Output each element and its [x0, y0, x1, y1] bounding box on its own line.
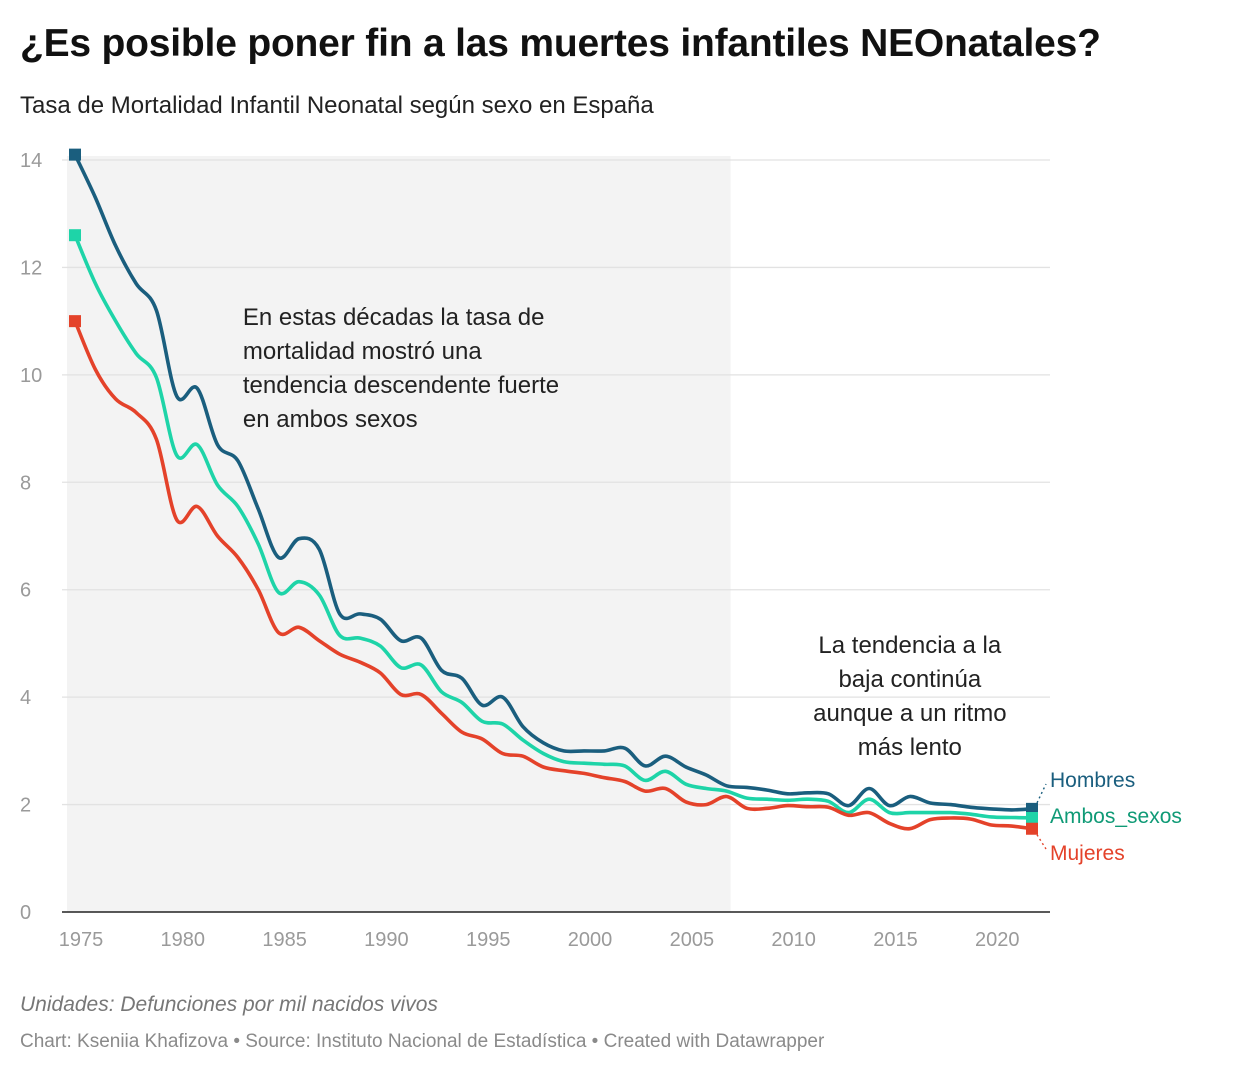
y-tick-label: 0 — [20, 902, 31, 924]
chart-subtitle: Tasa de Mortalidad Infantil Neonatal seg… — [20, 92, 654, 119]
series-label-hombres: Hombres — [1050, 769, 1135, 792]
series-lines-layer — [69, 148, 1038, 835]
end-marker-ambos-sexos — [1026, 812, 1038, 824]
units-note: Unidades: Defunciones por mil nacidos vi… — [20, 993, 438, 1016]
x-tick-label: 1985 — [262, 929, 307, 951]
annotation-line: aunque a un ritmo — [813, 700, 1006, 727]
x-tick-label: 2015 — [873, 929, 918, 951]
annotation-line: La tendencia a la — [818, 632, 1001, 659]
axis-layer: 0 2 4 6 8 10 12 14 1975 1980 1985 1990 1995 2000 2005 2… — [20, 150, 1050, 951]
x-tick-label: 1990 — [364, 929, 409, 951]
annotation-1: En estas décadas la tasa de mortalidad mo… — [243, 304, 559, 433]
x-tick-label: 1975 — [59, 929, 104, 951]
y-tick-label: 12 — [20, 257, 42, 279]
series-label-mujeres: Mujeres — [1050, 842, 1125, 865]
end-marker-mujeres — [1026, 822, 1038, 835]
annotation-line: en ambos sexos — [243, 406, 418, 433]
series-label-ambos-sexos: Ambos_sexos — [1050, 805, 1182, 828]
x-tick-label: 2005 — [670, 929, 715, 951]
series-line-hombres — [73, 152, 1034, 812]
shaded-period — [67, 156, 731, 912]
label-connector-mujeres — [1036, 834, 1047, 850]
annotation-line: mortalidad mostró una — [243, 338, 482, 365]
y-tick-label: 4 — [20, 687, 31, 709]
label-connector-hombres — [1036, 783, 1047, 804]
x-tick-label: 2000 — [568, 929, 613, 951]
y-tick-label: 6 — [20, 580, 31, 602]
grid-layer — [62, 159, 1050, 806]
line-chart: 0 2 4 6 8 10 12 14 1975 1980 1985 1990 1995 2000 2005 2… — [20, 148, 1182, 951]
y-tick-label: 10 — [20, 365, 42, 387]
series-labels-layer: Hombres Ambos_sexos Mujeres — [1036, 769, 1182, 865]
x-tick-label: 1995 — [466, 929, 511, 951]
x-tick-label: 2010 — [771, 929, 816, 951]
end-marker-hombres — [1026, 802, 1038, 815]
annotation-2: La tendencia a la baja continúa aunque a u… — [813, 632, 1006, 761]
x-tick-label: 2020 — [975, 929, 1020, 951]
annotation-line: tendencia descendente fuerte — [243, 372, 559, 399]
annotation-line: En estas décadas la tasa de — [243, 304, 545, 331]
annotation-line: más lento — [858, 734, 962, 761]
shaded-period-layer — [67, 156, 731, 912]
y-tick-label: 8 — [20, 472, 31, 494]
x-tick-label: 1980 — [161, 929, 206, 951]
source-byline: Chart: Kseniia Khafizova • Source: Insti… — [20, 1031, 825, 1052]
annotation-line: baja continúa — [838, 666, 981, 693]
y-tick-label: 14 — [20, 150, 42, 172]
annotations-layer: En estas décadas la tasa de mortalidad mo… — [243, 304, 1007, 761]
series-line-mujeres — [73, 319, 1034, 831]
start-marker-ambos-sexos — [69, 229, 81, 242]
series-line-ambos-sexos — [73, 233, 1034, 820]
chart-title: ¿Es posible poner fin a las muertes infa… — [20, 22, 1101, 65]
y-tick-label: 2 — [20, 795, 31, 817]
start-marker-mujeres — [69, 315, 81, 328]
start-marker-hombres — [69, 148, 81, 161]
